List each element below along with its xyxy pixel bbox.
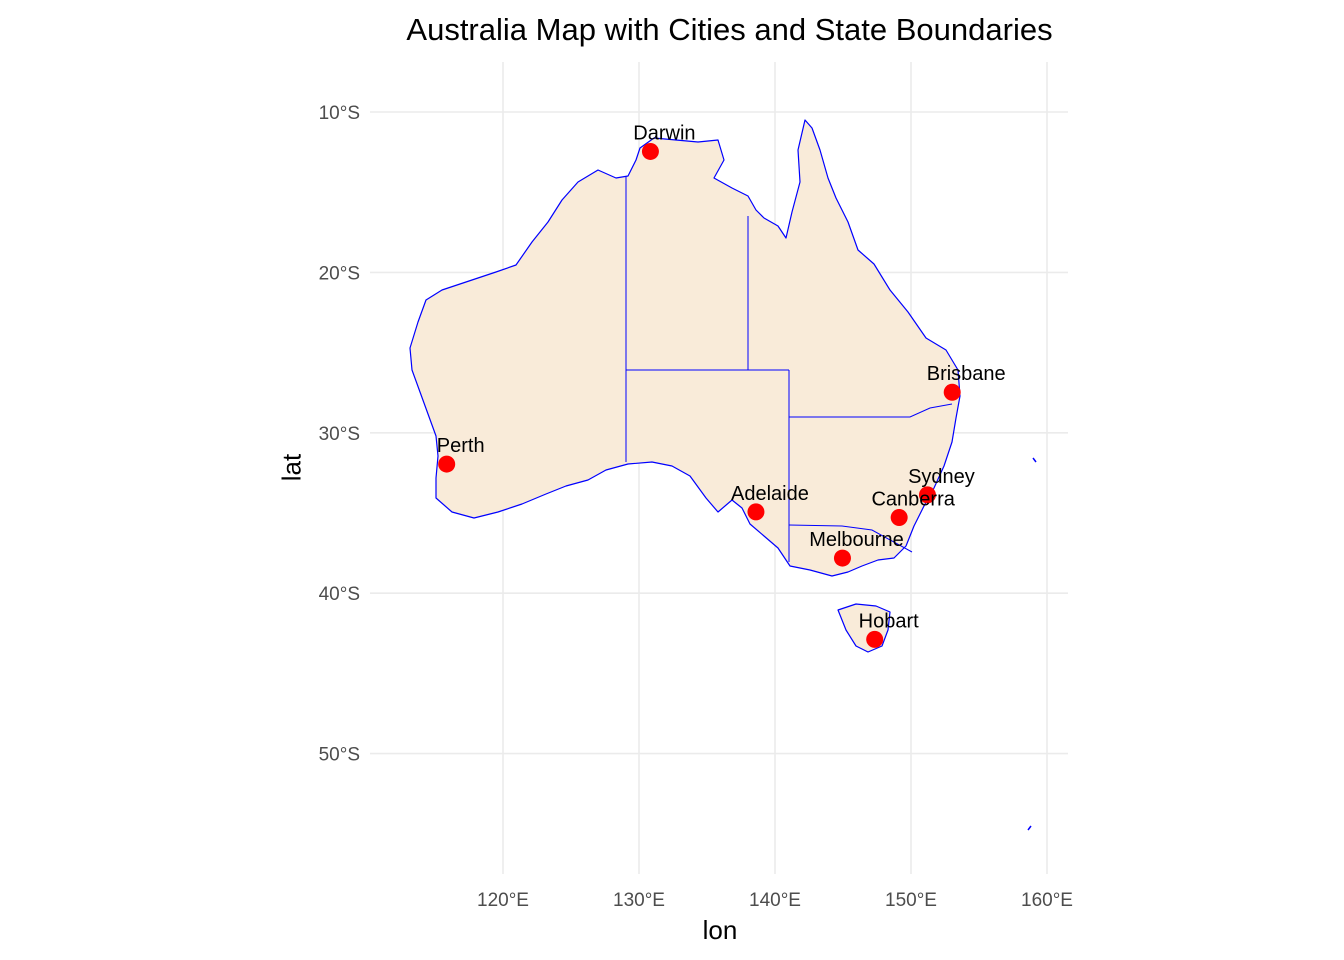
y-tick-label: 10°S <box>319 103 360 124</box>
city-label-melbourne: Melbourne <box>809 529 904 551</box>
y-tick-label: 20°S <box>319 263 360 284</box>
y-tick-label: 30°S <box>319 424 360 445</box>
x-axis-title: lon <box>702 915 738 945</box>
city-label-darwin: Darwin <box>633 122 695 144</box>
state-boundaries <box>625 176 953 562</box>
city-marker-canberra <box>890 508 908 526</box>
x-tick-label: 150°E <box>885 890 937 911</box>
city-marker-sydney <box>918 486 936 504</box>
city-marker-hobart <box>866 630 884 648</box>
small-island-east <box>1032 457 1037 463</box>
city-marker-adelaide <box>747 503 765 521</box>
map-title: Australia Map with Cities and State Boun… <box>406 12 1053 47</box>
city-marker-melbourne <box>833 549 851 567</box>
small-island-southeast <box>1027 825 1032 831</box>
x-tick-label: 160°E <box>1021 890 1073 911</box>
city-label-adelaide: Adelaide <box>731 483 809 505</box>
y-axis-title: lat <box>276 453 307 482</box>
city-label-sydney: Sydney <box>908 466 975 488</box>
qld-nsw-border <box>789 403 953 418</box>
city-marker-darwin <box>641 142 659 160</box>
city-marker-brisbane <box>943 383 961 401</box>
city-label-hobart: Hobart <box>859 610 919 632</box>
city-label-perth: Perth <box>437 435 485 457</box>
mainland-outline <box>409 119 961 577</box>
axis-tick-labels: 120°E 130°E 140°E 150°E 160°E 10°S 20°S 30°S 40°… <box>319 103 1073 911</box>
city-markers: Darwin Brisbane Perth Sydney Adelaide Canberr… <box>437 122 1006 648</box>
y-tick-label: 50°S <box>319 745 360 766</box>
x-tick-label: 130°E <box>613 890 665 911</box>
y-tick-label: 40°S <box>319 584 360 605</box>
city-label-brisbane: Brisbane <box>927 363 1006 385</box>
x-tick-label: 140°E <box>749 890 801 911</box>
city-marker-perth <box>438 455 456 473</box>
nsw-vic-border <box>788 524 913 553</box>
x-tick-label: 120°E <box>477 890 529 911</box>
city-label-canberra: Canberra <box>871 488 955 510</box>
